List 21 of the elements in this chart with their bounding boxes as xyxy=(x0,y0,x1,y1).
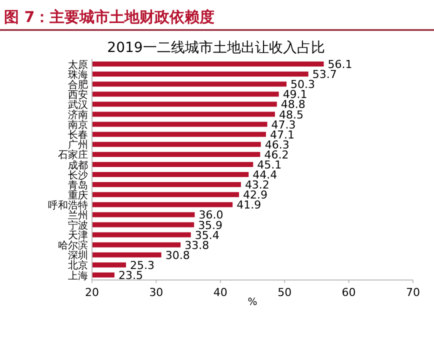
x-tick-label: 60 xyxy=(342,286,356,299)
y-tick-label: 太原 xyxy=(68,58,88,71)
y-tick-label: 长沙 xyxy=(68,169,88,182)
y-tick-label: 珠海 xyxy=(68,68,88,81)
chart-subtitle: 2019一二线城市土地出让收入占比 xyxy=(107,40,325,56)
y-tick-label: 成都 xyxy=(68,159,88,172)
x-tick-label: 20 xyxy=(85,286,99,299)
x-tick-label: 30 xyxy=(149,286,164,299)
x-axis-title: % xyxy=(248,297,258,308)
y-tick-label: 石家庄 xyxy=(58,149,88,162)
y-tick-label: 青岛 xyxy=(68,179,88,192)
x-tick-label: 40 xyxy=(213,286,228,299)
y-tick-label: 合肥 xyxy=(68,78,88,91)
y-tick-label: 重庆 xyxy=(68,189,88,202)
chart-title: 图 7：主要城市土地财政依赖度 xyxy=(4,8,215,26)
y-tick-label: 西安 xyxy=(68,88,88,101)
x-tick-label: 50 xyxy=(278,286,292,299)
x-tick-label: 70 xyxy=(406,286,420,299)
y-tick-label: 上海 xyxy=(68,270,88,282)
y-tick-label: 呼和浩特 xyxy=(48,199,88,212)
y-tick-label: 北京 xyxy=(68,260,88,272)
